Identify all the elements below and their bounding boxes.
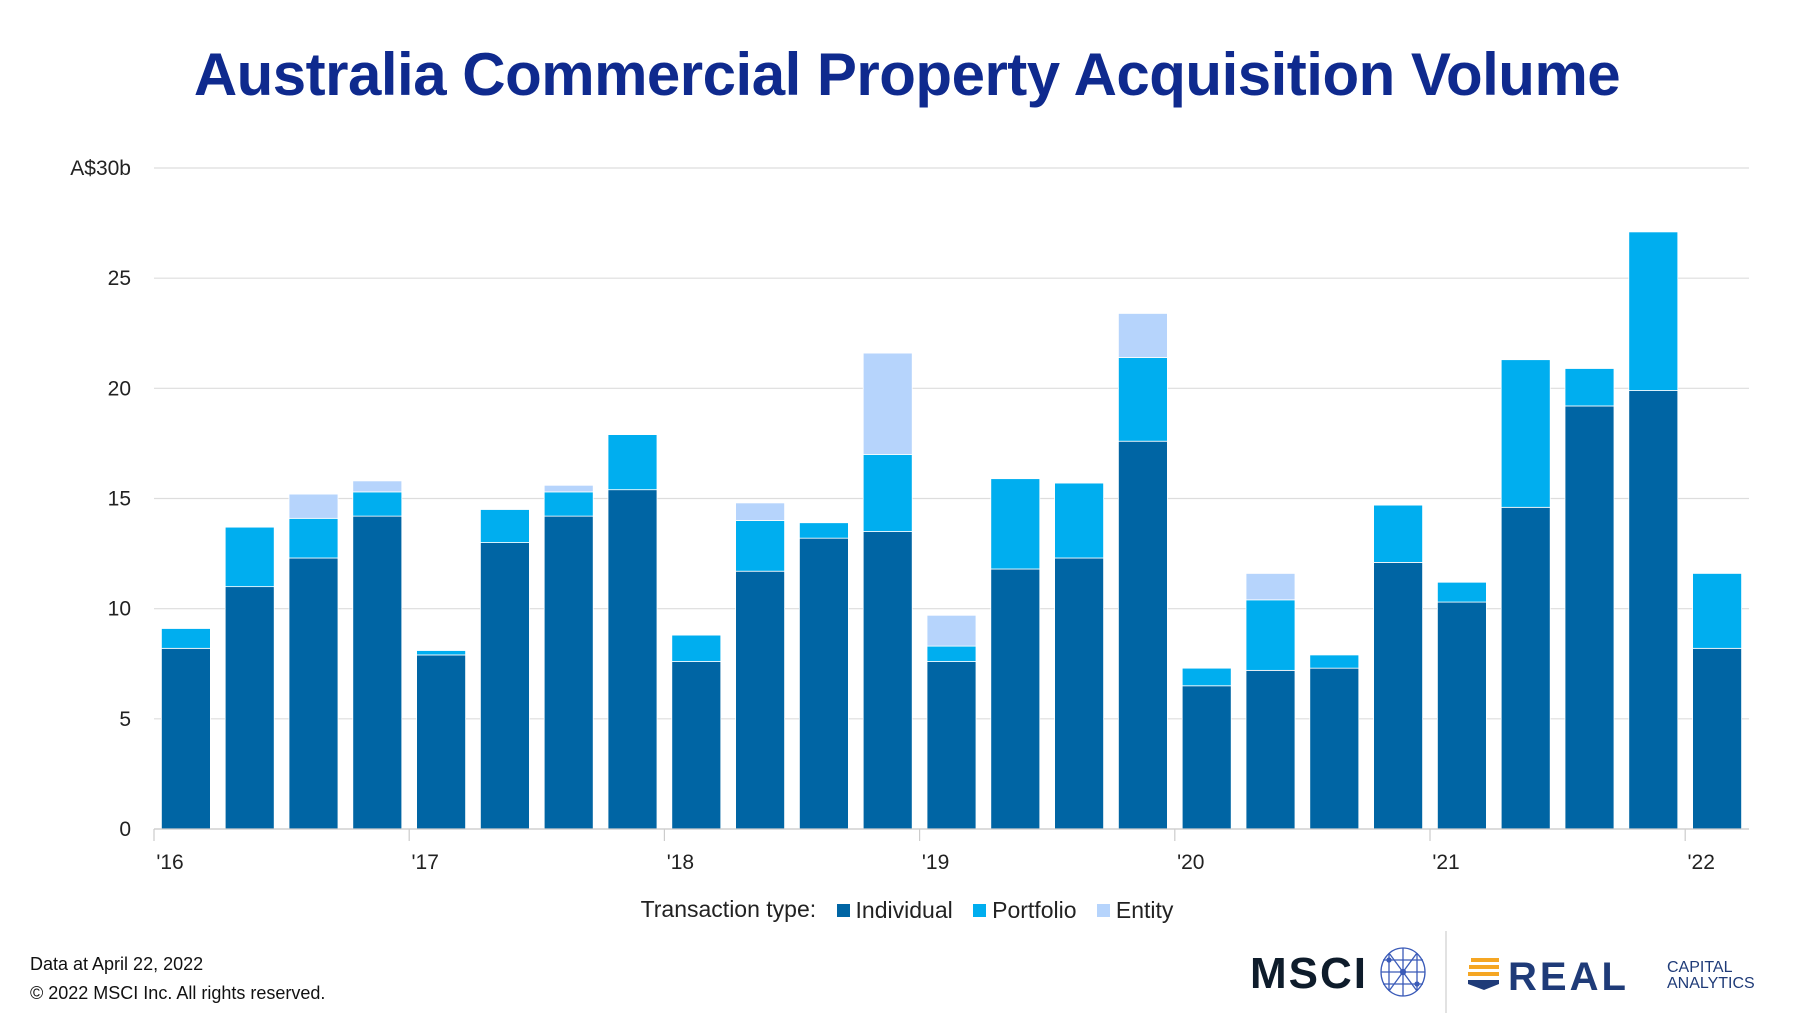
chart-title: Australia Commercial Property Acquisitio…: [193, 41, 1621, 108]
bar-individual: [735, 570, 785, 830]
bar-portfolio: [1309, 654, 1360, 669]
bar-portfolio: [416, 650, 467, 656]
bar-portfolio: [479, 509, 530, 543]
rca-building-icon: [1468, 958, 1499, 990]
bar-portfolio: [1118, 357, 1168, 442]
bar-entity: [862, 352, 913, 455]
bar-individual: [416, 654, 467, 830]
bar-individual: [543, 515, 594, 830]
bar-portfolio: [607, 434, 658, 491]
y-tick-label: A$30b: [70, 157, 131, 180]
x-axis: '16 '17 '18 '19 '20 '21 '22: [153, 828, 1749, 874]
bar-individual: [862, 531, 913, 830]
bar-individual: [671, 661, 722, 830]
legend-swatch: [1096, 904, 1110, 917]
legend-label: Entity: [1115, 897, 1174, 923]
bar-portfolio: [1245, 599, 1296, 671]
bar-individual: [926, 661, 977, 830]
bar-individual: [1245, 669, 1296, 830]
msci-wordmark: MSCI: [1250, 949, 1368, 998]
bar-portfolio: [160, 628, 211, 649]
bar-entity: [1245, 573, 1296, 601]
x-tick-label: '16: [156, 851, 183, 874]
bar-portfolio: [1181, 667, 1232, 687]
legend-label: Portfolio: [992, 897, 1077, 923]
legend-swatch: [973, 904, 987, 917]
y-tick-label: 10: [108, 598, 131, 621]
bar-individual: [1309, 667, 1360, 830]
bar-portfolio: [224, 526, 275, 588]
bar-chart: 0 5 10 15 20 25 A$30b '16 '17 '18 '19 '20 '21 '22: [70, 157, 1749, 874]
bar-portfolio: [1692, 573, 1742, 649]
rca-analytics: ANALYTICS: [1667, 975, 1755, 992]
bar-individual: [1118, 440, 1168, 830]
x-tick-label: '17: [412, 851, 439, 874]
footer: Data at April 22, 2022 © 2022 MSCI Inc. …: [30, 950, 325, 1008]
bar-portfolio: [1054, 482, 1104, 559]
y-tick-label: 0: [119, 818, 131, 841]
copyright: © 2022 MSCI Inc. All rights reserved.: [30, 983, 326, 1003]
msci-logo: MSCI: [1250, 947, 1426, 998]
bar-individual: [160, 647, 211, 830]
bar-portfolio: [543, 491, 594, 517]
rca-logo: REAL CAPITAL ANALYTICS: [1468, 955, 1755, 999]
legend-swatch: [836, 904, 850, 917]
bar-portfolio: [1437, 581, 1487, 603]
y-tick-label: 15: [108, 488, 131, 511]
bar-individual: [1437, 601, 1487, 830]
legend: Transaction type: Individual Portfolio E…: [0, 896, 1814, 924]
x-tick-label: '18: [667, 851, 694, 874]
bar-portfolio: [990, 478, 1041, 570]
bar-individual: [1628, 390, 1679, 830]
bar-portfolio: [862, 454, 913, 532]
data-date-note: Data at April 22, 2022: [30, 954, 204, 974]
legend-label: Individual: [855, 897, 953, 923]
bar-portfolio: [671, 634, 722, 662]
bar-individual: [607, 489, 658, 830]
bar-individual: [1373, 561, 1423, 830]
bar-individual: [799, 537, 849, 830]
bar-individual: [1564, 405, 1615, 830]
legend-item-individual: Individual: [836, 897, 953, 924]
bar-entity: [926, 614, 977, 647]
bar-entity: [735, 502, 785, 521]
legend-title: Transaction type:: [640, 896, 817, 922]
rca-wordmark: REAL: [1508, 955, 1629, 999]
x-tick-label: '22: [1688, 851, 1715, 874]
y-axis-ticks: 0 5 10 15 20 25 A$30b: [70, 157, 131, 841]
bar-entity: [1118, 313, 1168, 358]
bar-portfolio: [1500, 359, 1551, 508]
bar-individual: [990, 568, 1041, 830]
bar-individual: [479, 542, 530, 830]
y-tick-label: 25: [108, 267, 131, 290]
x-tick-label: '19: [922, 851, 949, 874]
bar-portfolio: [735, 520, 785, 572]
bar-portfolio: [352, 491, 403, 517]
bar-portfolio: [1564, 368, 1615, 407]
bar-entity: [352, 480, 403, 493]
bar-individual: [1181, 685, 1232, 830]
y-tick-label: 20: [108, 377, 131, 400]
bars: [160, 231, 1742, 830]
bar-entity: [543, 484, 594, 493]
msci-globe-icon: [1380, 947, 1426, 997]
bar-portfolio: [926, 645, 977, 662]
bar-individual: [352, 515, 403, 830]
bar-individual: [1054, 557, 1104, 830]
bar-individual: [288, 557, 339, 830]
bar-individual: [1692, 647, 1742, 830]
x-tick-label: '20: [1177, 851, 1204, 874]
y-tick-label: 5: [119, 708, 131, 731]
bar-portfolio: [288, 517, 339, 559]
legend-item-portfolio: Portfolio: [973, 897, 1077, 924]
bar-entity: [288, 493, 339, 519]
bar-individual: [224, 586, 275, 830]
x-tick-label: '21: [1432, 851, 1459, 874]
bar-portfolio: [799, 522, 849, 539]
bar-individual: [1500, 506, 1551, 830]
rca-capital: CAPITAL: [1667, 959, 1733, 976]
legend-item-entity: Entity: [1096, 897, 1174, 924]
bar-portfolio: [1373, 504, 1423, 563]
bar-portfolio: [1628, 231, 1679, 391]
